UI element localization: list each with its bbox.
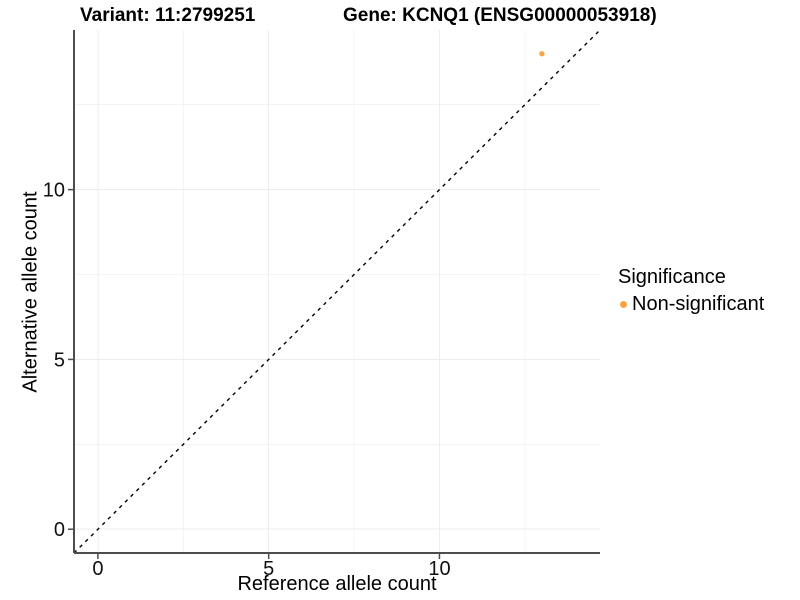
legend: Significance Non-significant (618, 265, 764, 316)
legend-item-label: Non-significant (632, 293, 765, 315)
y-axis-title: Alternative allele count (19, 191, 42, 393)
plot-title-gene: Gene: KCNQ1 (ENSG00000053918) (343, 5, 657, 26)
identity-line (73, 29, 601, 554)
data-point (539, 51, 545, 57)
legend-item: Non-significant (618, 292, 764, 316)
legend-point-icon (620, 300, 627, 308)
x-tick-label: 0 (92, 558, 103, 580)
y-tick-label: 0 (54, 519, 65, 541)
x-tick-label: 10 (428, 558, 450, 580)
y-tick-label: 10 (43, 180, 65, 202)
x-axis-title: Reference allele count (237, 573, 437, 595)
plot-title-variant: Variant: 11:2799251 (80, 5, 256, 26)
legend-title: Significance (618, 266, 726, 288)
x-tick-label: 5 (263, 558, 274, 580)
y-tick-label: 5 (54, 349, 65, 371)
